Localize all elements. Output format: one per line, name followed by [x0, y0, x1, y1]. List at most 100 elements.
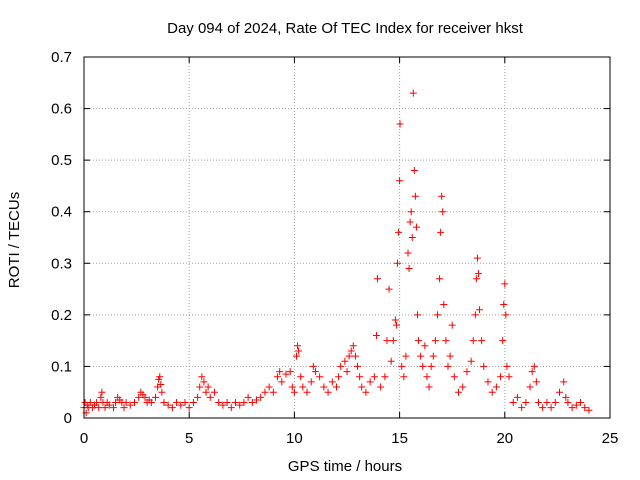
y-tick-label: 0.1 [51, 358, 72, 375]
data-point [419, 362, 427, 370]
data-point [335, 373, 343, 381]
data-point [109, 404, 117, 412]
data-point [120, 404, 128, 412]
data-point [433, 311, 441, 319]
data-point [478, 337, 486, 345]
data-point [402, 352, 410, 360]
data-point [503, 362, 511, 370]
data-point [492, 383, 500, 391]
data-point [427, 362, 435, 370]
y-axis-label: ROTI / TECUs [6, 192, 23, 288]
x-tick-label: 15 [391, 430, 408, 447]
data-point [210, 388, 218, 396]
data-point [404, 249, 412, 257]
data-point [324, 388, 332, 396]
data-point [164, 401, 172, 409]
data-point [269, 388, 277, 396]
data-point [385, 285, 393, 293]
data-point [345, 352, 353, 360]
data-point [396, 177, 404, 185]
grid [84, 57, 610, 418]
data-point [122, 399, 130, 407]
data-point [417, 352, 425, 360]
data-point [440, 301, 448, 309]
data-point [311, 368, 319, 376]
data-point [423, 373, 431, 381]
data-point [381, 373, 389, 381]
data-point [240, 399, 248, 407]
data-point [396, 120, 404, 128]
data-point [141, 393, 149, 401]
data-point [349, 342, 357, 350]
data-point [112, 399, 120, 407]
data-point [97, 393, 105, 401]
data-point [202, 388, 210, 396]
data-point [156, 373, 164, 381]
data-point [105, 401, 113, 409]
data-point [86, 399, 94, 407]
data-point [534, 399, 542, 407]
data-point [236, 401, 244, 409]
data-point [297, 373, 305, 381]
data-point [320, 383, 328, 391]
data-point [547, 404, 555, 412]
data-point [253, 396, 261, 404]
data-point [532, 378, 540, 386]
data-point [572, 401, 580, 409]
data-point [223, 399, 231, 407]
x-tick-label: 25 [602, 430, 619, 447]
data-point [526, 383, 534, 391]
data-point [501, 280, 509, 288]
data-point [358, 383, 366, 391]
data-point [204, 383, 212, 391]
data-point [173, 399, 181, 407]
data-point [522, 399, 530, 407]
data-point [395, 228, 403, 236]
y-tick-label: 0.5 [51, 152, 72, 169]
data-point [389, 337, 397, 345]
data-point [362, 388, 370, 396]
y-tick-label: 0.2 [51, 307, 72, 324]
data-points [80, 89, 593, 417]
data-point [181, 399, 189, 407]
data-point [391, 316, 399, 324]
data-point [585, 406, 593, 414]
data-point [126, 401, 134, 409]
data-point [475, 270, 482, 278]
data-point [518, 404, 526, 412]
y-tick-label: 0.6 [51, 101, 72, 118]
data-point [463, 368, 471, 376]
data-point [393, 259, 401, 267]
data-point [177, 401, 185, 409]
data-point [231, 399, 239, 407]
x-tick-label: 5 [185, 430, 193, 447]
data-point [577, 399, 585, 407]
data-point [200, 378, 208, 386]
data-point [450, 373, 458, 381]
data-point [286, 368, 294, 376]
data-point [408, 234, 416, 241]
data-point [198, 373, 206, 381]
data-point [472, 275, 480, 283]
axis-ticks: 0 5 10 15 20 25 0 0.1 0.2 0.3 0.4 0.5 0.6 0.7 [51, 49, 618, 447]
data-point [413, 311, 421, 319]
data-point [189, 399, 197, 407]
data-point [488, 388, 496, 396]
data-point [564, 399, 572, 407]
data-point [347, 347, 355, 355]
data-point [370, 373, 378, 381]
data-point [431, 337, 439, 345]
y-tick-label: 0.3 [51, 255, 72, 272]
data-point [568, 404, 576, 412]
data-point [406, 218, 414, 226]
data-point [219, 401, 227, 409]
data-point [227, 404, 235, 412]
data-point [425, 383, 433, 391]
data-point [294, 342, 302, 350]
plot-frame [83, 56, 611, 419]
data-point [469, 337, 477, 345]
data-point [383, 337, 391, 345]
data-point [509, 399, 517, 407]
data-point [309, 362, 317, 370]
